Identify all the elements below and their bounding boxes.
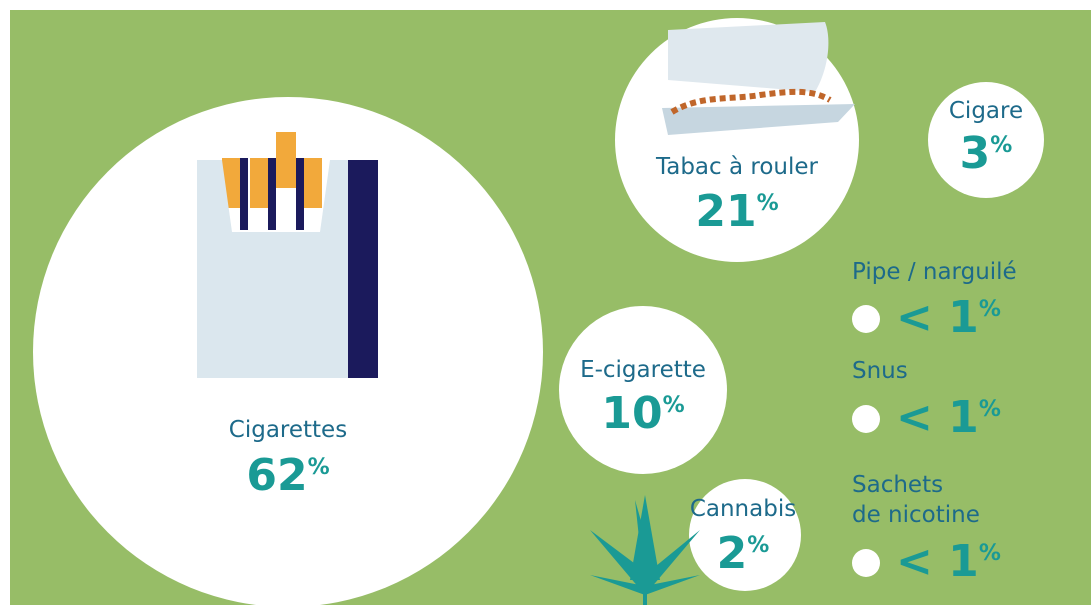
- bubble: [928, 82, 1044, 198]
- item-value: 62%: [246, 450, 329, 501]
- bubble: [559, 306, 727, 474]
- item-label: Sachets: [852, 472, 943, 498]
- value-number: 2: [717, 528, 748, 579]
- dot: [852, 305, 880, 333]
- value-unit: %: [747, 533, 769, 558]
- value-unit: %: [308, 455, 330, 480]
- value-number: < 1: [896, 392, 979, 443]
- item-value: 10%: [601, 388, 684, 439]
- item-label: Snus: [852, 358, 908, 384]
- value-unit: %: [979, 397, 1001, 422]
- value-unit: %: [757, 191, 779, 216]
- value-number: 62: [246, 450, 307, 501]
- item-value: < 1%: [896, 392, 1001, 443]
- value-number: < 1: [896, 292, 979, 343]
- item-value: 21%: [695, 186, 778, 237]
- item-label: Cigarettes: [229, 417, 347, 443]
- item-value: < 1%: [896, 536, 1001, 587]
- dot: [852, 549, 880, 577]
- cannabis-leaf: [590, 495, 700, 605]
- item-value: 2%: [717, 528, 770, 579]
- value-unit: %: [979, 297, 1001, 322]
- value-unit: %: [663, 393, 685, 418]
- item-label: de nicotine: [852, 502, 980, 528]
- bubble: [689, 479, 801, 591]
- value-unit: %: [990, 133, 1012, 158]
- rolling-paper: [662, 22, 855, 135]
- value-unit: %: [979, 541, 1001, 566]
- dot: [852, 405, 880, 433]
- cigarette-pack: [197, 132, 378, 378]
- value-number: 10: [601, 388, 662, 439]
- item-value: < 1%: [896, 292, 1001, 343]
- item-label: Tabac à rouler: [655, 154, 819, 180]
- value-number: 3: [960, 128, 991, 179]
- labels: Cigarettes 62% Tabac à rouler 21% Cigare 3% E-…: [229, 98, 1023, 587]
- item-label: Cigare: [949, 98, 1023, 124]
- item-label: Cannabis: [690, 496, 796, 522]
- item-value: 3%: [960, 128, 1013, 179]
- item-label: Pipe / narguilé: [852, 259, 1017, 285]
- value-number: 21: [695, 186, 756, 237]
- value-number: < 1: [896, 536, 979, 587]
- item-label: E-cigarette: [580, 357, 706, 383]
